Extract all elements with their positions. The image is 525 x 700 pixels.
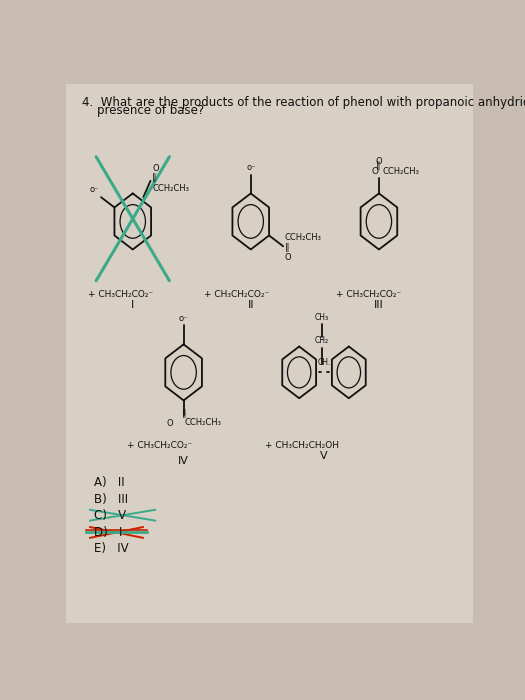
Text: I: I xyxy=(131,300,134,310)
Text: 4.  What are the products of the reaction of phenol with propanoic anhydride in : 4. What are the products of the reaction… xyxy=(82,97,525,109)
Text: ‖: ‖ xyxy=(285,243,289,252)
Text: o⁻: o⁻ xyxy=(89,186,99,195)
Text: III: III xyxy=(374,300,384,310)
Text: + CH₃CH₂CO₂⁻: + CH₃CH₂CO₂⁻ xyxy=(88,290,153,299)
Text: O: O xyxy=(285,253,291,262)
Text: ‖: ‖ xyxy=(152,173,156,182)
Text: o⁻: o⁻ xyxy=(246,163,256,172)
Text: O: O xyxy=(152,164,159,174)
Text: II: II xyxy=(247,300,254,310)
Text: CCH₂CH₃: CCH₂CH₃ xyxy=(152,183,189,192)
Text: IV: IV xyxy=(178,456,189,466)
Text: E)   IV: E) IV xyxy=(94,542,129,555)
FancyBboxPatch shape xyxy=(66,84,472,623)
Text: CCH₂CH₃: CCH₂CH₃ xyxy=(185,418,222,427)
Text: O: O xyxy=(166,419,173,428)
Text: + CH₃CH₂CO₂⁻: + CH₃CH₂CO₂⁻ xyxy=(127,440,192,449)
Text: + CH₃CH₂CH₂OH: + CH₃CH₂CH₂OH xyxy=(265,440,339,449)
Text: O: O xyxy=(371,167,378,176)
Text: ‖: ‖ xyxy=(182,409,186,418)
Text: presence of base?: presence of base? xyxy=(82,104,204,118)
Text: CH₃: CH₃ xyxy=(315,313,329,322)
Text: + CH₃CH₂CO₂⁻: + CH₃CH₂CO₂⁻ xyxy=(204,290,269,299)
Text: CH₂: CH₂ xyxy=(315,337,329,345)
Text: B)   III: B) III xyxy=(94,493,128,505)
Text: CH.: CH. xyxy=(318,358,331,367)
Text: ‖: ‖ xyxy=(376,161,381,170)
Text: V: V xyxy=(320,451,328,461)
Text: + CH₃CH₂CO₂⁻: + CH₃CH₂CO₂⁻ xyxy=(336,290,402,299)
Text: O: O xyxy=(375,158,382,167)
Text: C)   V: C) V xyxy=(94,509,126,522)
Text: CCH₂CH₃: CCH₂CH₃ xyxy=(383,167,420,176)
Text: CCH₂CH₃: CCH₂CH₃ xyxy=(285,233,321,242)
Text: o⁻: o⁻ xyxy=(179,314,188,323)
Text: A)   II: A) II xyxy=(94,477,125,489)
Text: D)   I: D) I xyxy=(94,526,122,539)
